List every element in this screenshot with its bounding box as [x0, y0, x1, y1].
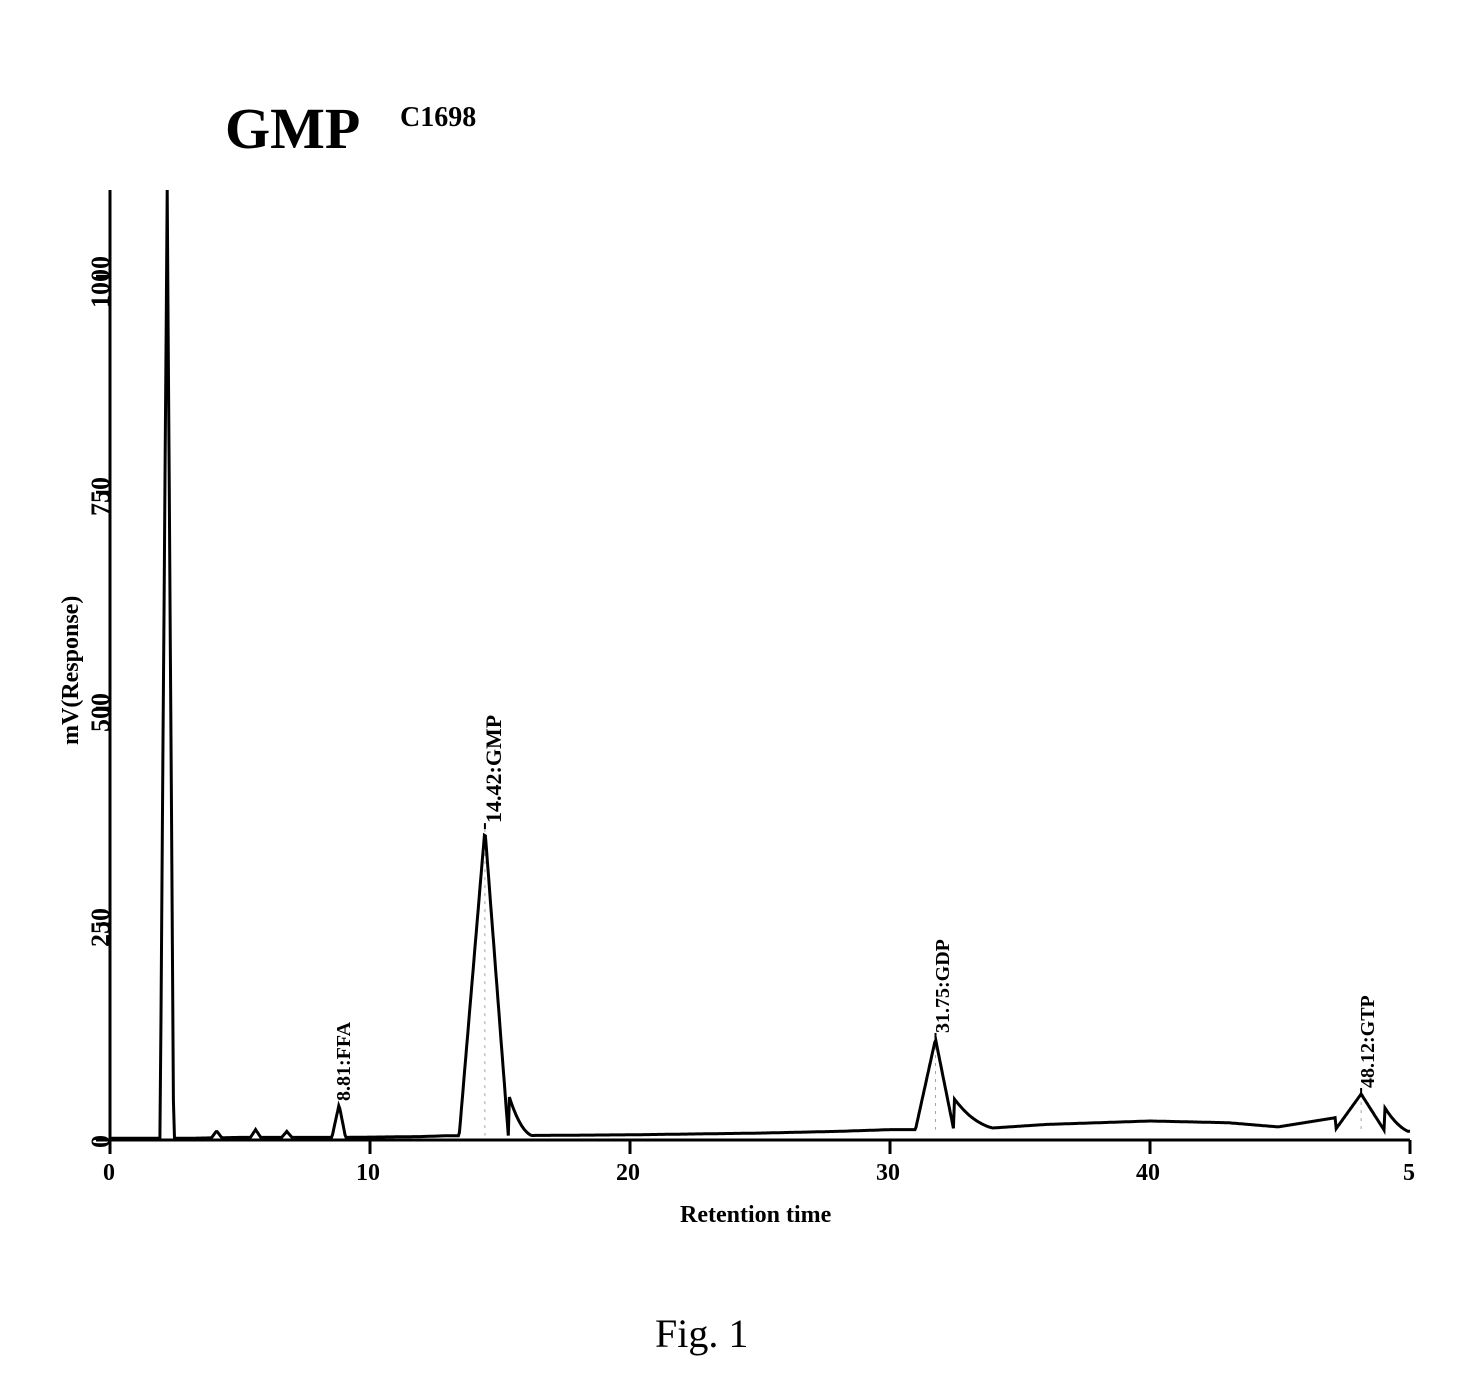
x-tick-label: 30: [876, 1160, 900, 1187]
x-tick-label: 0: [103, 1160, 115, 1187]
peak-label-gdp: 31.75:GDP: [932, 939, 955, 1033]
y-tick-label: 0: [86, 1135, 116, 1148]
peak-label-gtp: 48.12:GTP: [1357, 995, 1380, 1088]
y-tick-label: 1000: [86, 256, 116, 308]
chromatogram-chart: [0, 0, 1468, 1385]
y-tick-label: 500: [86, 693, 116, 732]
y-tick-label: 250: [86, 908, 116, 947]
x-tick-label: 5: [1403, 1160, 1415, 1187]
x-tick-label: 10: [356, 1160, 380, 1187]
x-tick-label: 40: [1136, 1160, 1160, 1187]
peak-label-gmp: 14.42:GMP: [481, 715, 507, 823]
x-tick-label: 20: [616, 1160, 640, 1187]
y-tick-label: 750: [86, 477, 116, 516]
peak-label-ffa: 8.81:FFA: [333, 1022, 356, 1101]
